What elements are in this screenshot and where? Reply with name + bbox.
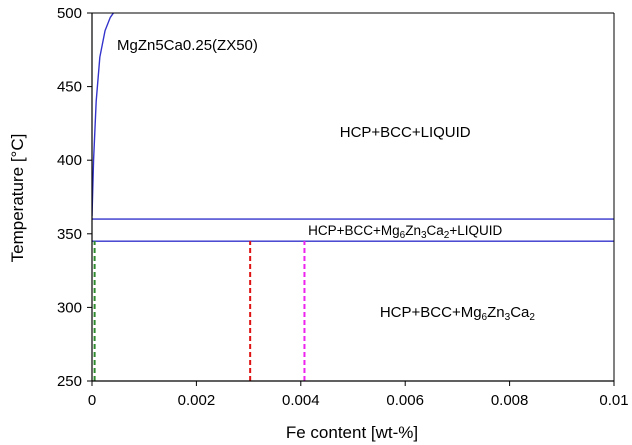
ticks: 0 0.002 0.004 0.006 0.008 0.01 250 300 350 400 450…	[57, 5, 629, 409]
region-label-2-part-2: Zn	[405, 223, 421, 238]
y-tick-label-2: 350	[57, 226, 82, 243]
region-labels: HCP+BCC+LIQUIDHCP+BCC+Mg6Zn3Ca2+LIQUIDHC…	[308, 124, 535, 323]
y-tick-label-5: 500	[57, 5, 82, 22]
x-tick-label-4: 0.008	[491, 392, 529, 409]
region-label-3-part-0: HCP+BCC+Mg	[380, 304, 482, 321]
x-tick-label-1: 0.002	[178, 392, 216, 409]
region-label-3-part-3: 3	[505, 312, 511, 323]
region-label-3-part-4: Ca	[510, 304, 530, 321]
liquidus-curve	[92, 13, 115, 217]
y-axis-title: Temperature [°C]	[8, 134, 27, 263]
region-label-3-part-5: 2	[529, 312, 535, 323]
plot-content	[92, 13, 614, 381]
axes	[91, 12, 615, 382]
x-tick-label-0: 0	[88, 392, 96, 409]
chart-title: MgZn5Ca0.25(ZX50)	[117, 37, 258, 54]
region-label-3-part-2: Zn	[487, 304, 505, 321]
x-tick-label-5: 0.01	[599, 392, 628, 409]
x-axis-title: Fe content [wt-%]	[286, 423, 418, 442]
region-label-2-part-4: Ca	[427, 223, 445, 238]
y-tick-label-3: 400	[57, 152, 82, 169]
region-label-2: HCP+BCC+Mg6Zn3Ca2+LIQUID	[308, 223, 502, 241]
region-label-1: HCP+BCC+LIQUID	[340, 124, 471, 141]
region-label-2-part-6: +LIQUID	[449, 223, 502, 238]
region-label-2-part-5: 2	[444, 230, 450, 241]
region-label-2-part-1: 6	[400, 230, 406, 241]
region-label-3: HCP+BCC+Mg6Zn3Ca2	[380, 304, 536, 323]
y-tick-label-1: 300	[57, 299, 82, 316]
region-label-2-part-3: 3	[421, 230, 427, 241]
x-tick-label-3: 0.006	[386, 392, 424, 409]
y-tick-label-4: 450	[57, 79, 82, 96]
x-tick-label-2: 0.004	[282, 392, 320, 409]
region-label-2-part-0: HCP+BCC+Mg	[308, 223, 400, 238]
region-label-3-part-1: 6	[482, 312, 488, 323]
y-tick-label-0: 250	[57, 373, 82, 390]
